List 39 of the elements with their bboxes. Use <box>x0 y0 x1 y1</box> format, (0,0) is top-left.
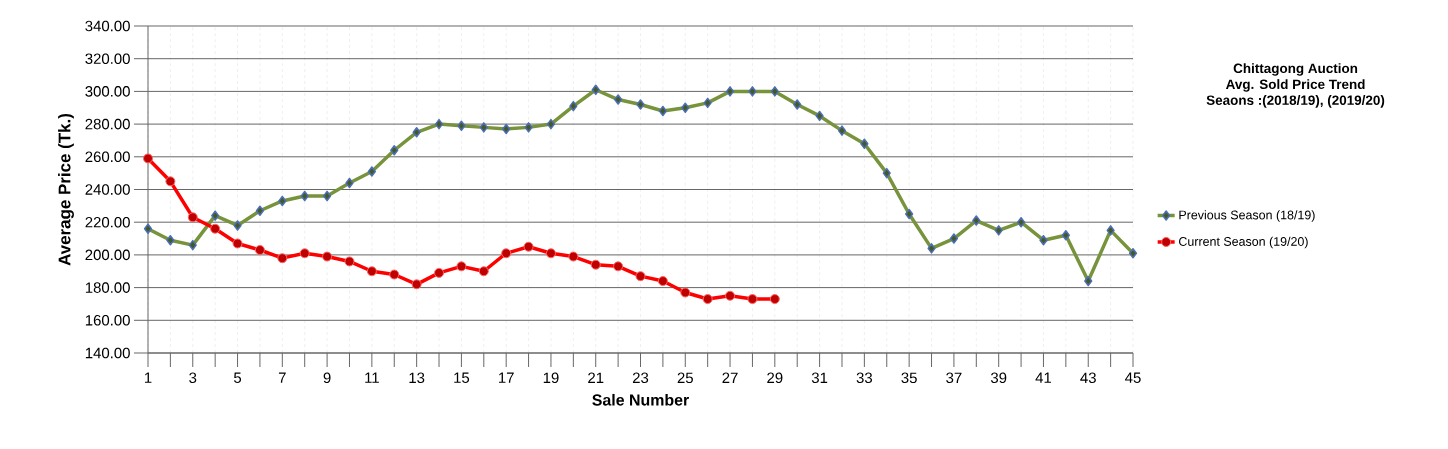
x-tick-label: 5 <box>233 372 242 383</box>
y-tick-label: 180.00 <box>85 282 130 293</box>
x-tick-label: 45 <box>1125 372 1141 383</box>
y-tick-label: 300.00 <box>85 86 130 97</box>
x-tick-label: 43 <box>1080 372 1096 384</box>
x-tick-label: 31 <box>811 372 828 384</box>
x-tick-label: 35 <box>901 372 917 384</box>
x-tick-label: 41 <box>1035 372 1052 383</box>
y-tick-label: 240.00 <box>85 184 130 195</box>
x-tick-label: 1 <box>144 372 152 383</box>
x-tick-label: 33 <box>856 372 873 384</box>
x-tick-label: 19 <box>543 372 559 384</box>
text: Chittagong Auction Avg. Sold Price Trend Seaons :(2018/19), (2019/20) <box>1206 63 1385 108</box>
y-tick-label: 160.00 <box>85 315 130 326</box>
y-axis-title: Average Price (Tk.) <box>58 113 74 266</box>
x-tick-label: 29 <box>767 372 783 384</box>
x-tick-label: 39 <box>990 372 1007 384</box>
x-axis-title: Sale Number <box>592 393 689 406</box>
x-tick-label: 17 <box>499 372 514 383</box>
y-tick-label: 200.00 <box>85 249 130 261</box>
x-tick-label: 27 <box>722 372 738 383</box>
x-tick-label: 15 <box>454 372 470 383</box>
y-tick-label: 280.00 <box>85 118 130 130</box>
y-tick-label: 340.00 <box>85 20 130 32</box>
x-tick-label: 25 <box>677 372 693 384</box>
x-tick-label: 23 <box>632 372 649 384</box>
x-tick-label: 11 <box>365 372 379 383</box>
legend-label: Current Season (19/20) <box>1179 236 1308 249</box>
x-tick-label: 21 <box>588 372 604 383</box>
x-tick-label: 7 <box>278 372 286 383</box>
legend-label: Previous Season (18/19) <box>1179 210 1315 222</box>
x-tick-label: 37 <box>946 372 962 384</box>
x-tick-label: 13 <box>409 372 425 384</box>
x-tick-label: 3 <box>189 372 197 384</box>
y-tick-label: 220.00 <box>85 216 130 228</box>
y-tick-label: 260.00 <box>85 151 130 163</box>
x-tick-label: 9 <box>323 372 331 384</box>
y-tick-label: 140.00 <box>85 347 130 359</box>
y-tick-label: 320.00 <box>85 53 130 64</box>
